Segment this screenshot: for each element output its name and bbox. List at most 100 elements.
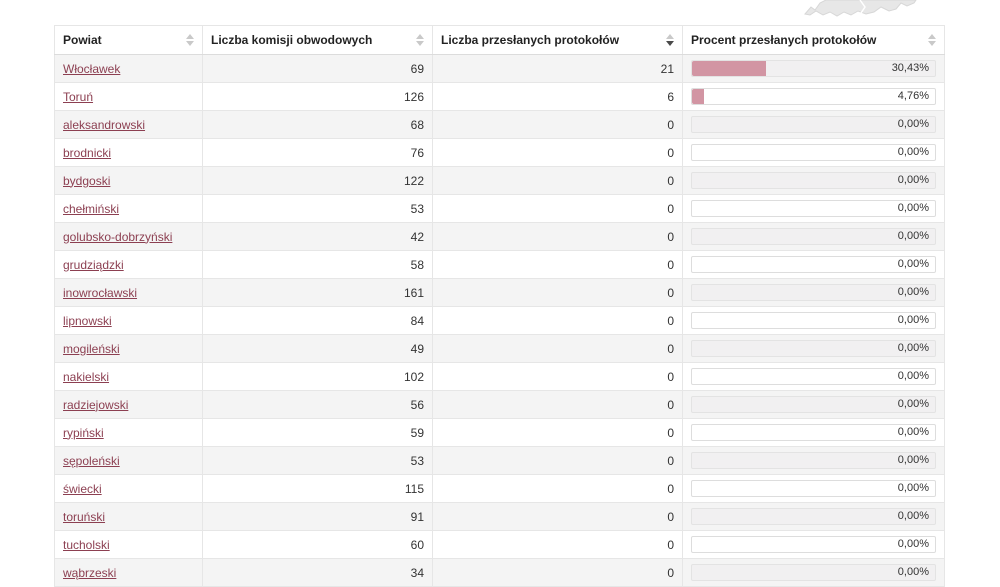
powiat-link[interactable]: sępoleński [63, 453, 120, 468]
liczba-komisji-value: 68 [202, 110, 433, 139]
percent-label: 0,00% [897, 286, 929, 298]
percent-label: 0,00% [897, 314, 929, 326]
powiat-link[interactable]: lipnowski [63, 313, 112, 328]
column-header-powiat[interactable]: Powiat [54, 25, 203, 55]
table-row: nakielski 102 0 0,00% [54, 362, 945, 391]
powiat-link[interactable]: inowrocławski [63, 285, 138, 300]
column-header-liczba-komisji[interactable]: Liczba komisji obwodowych [202, 25, 433, 55]
table-row: tucholski 60 0 0,00% [54, 530, 945, 559]
percent-label: 0,00% [897, 482, 929, 494]
powiat-link[interactable]: chełmiński [63, 201, 120, 216]
percent-progress-bar: 0,00% [691, 452, 936, 469]
percent-progress-bar: 0,00% [691, 200, 936, 217]
column-header-liczba-przeslanych[interactable]: Liczba przesłanych protokołów [432, 25, 683, 55]
liczba-komisji-value: 91 [202, 502, 433, 531]
percent-progress-bar: 0,00% [691, 368, 936, 385]
percent-progress-bar: 0,00% [691, 340, 936, 357]
column-header-procent-przeslanych[interactable]: Procent przesłanych protokołów [682, 25, 945, 55]
liczba-przeslanych-value: 0 [432, 558, 683, 587]
liczba-komisji-value: 161 [202, 278, 433, 307]
liczba-komisji-value: 84 [202, 306, 433, 335]
liczba-przeslanych-value: 0 [432, 334, 683, 363]
liczba-komisji-value: 126 [202, 82, 433, 111]
table-body: Włocławek 69 21 30,43% Toruń 126 6 4,76% aleksan… [54, 54, 945, 587]
powiat-link[interactable]: aleksandrowski [63, 117, 146, 132]
percent-label: 0,00% [897, 398, 929, 410]
percent-progress-bar: 0,00% [691, 480, 936, 497]
page: { "map": { "name": "voivodeship-map-bott… [54, 0, 945, 587]
powiat-link[interactable]: tucholski [63, 537, 110, 552]
percent-label: 0,00% [897, 510, 929, 522]
powiat-link[interactable]: nakielski [63, 369, 110, 384]
liczba-przeslanych-value: 0 [432, 306, 683, 335]
powiat-link[interactable]: toruński [63, 509, 106, 524]
liczba-przeslanych-value: 0 [432, 138, 683, 167]
sort-icon-descending-active[interactable] [666, 34, 674, 46]
percent-progress-bar: 0,00% [691, 312, 936, 329]
sort-icon[interactable] [186, 34, 194, 46]
liczba-komisji-value: 59 [202, 418, 433, 447]
percent-progress-bar: 0,00% [691, 284, 936, 301]
percent-label: 0,00% [897, 258, 929, 270]
liczba-komisji-value: 53 [202, 446, 433, 475]
percent-label: 0,00% [897, 538, 929, 550]
percent-progress-fill [692, 89, 704, 104]
percent-progress-bar: 0,00% [691, 564, 936, 581]
percent-progress-bar: 0,00% [691, 396, 936, 413]
column-label: Liczba przesłanych protokołów [441, 33, 620, 47]
percent-progress-bar: 0,00% [691, 508, 936, 525]
table-row: aleksandrowski 68 0 0,00% [54, 110, 945, 139]
results-table: Powiat Liczba komisji obwodowych Liczba … [54, 25, 945, 587]
percent-label: 0,00% [897, 118, 929, 130]
percent-progress-bar: 0,00% [691, 256, 936, 273]
powiat-link[interactable]: radziejowski [63, 397, 129, 412]
powiat-link[interactable]: brodnicki [63, 145, 112, 160]
powiat-link[interactable]: grudziądzki [63, 257, 124, 272]
map-shape [804, 0, 917, 17]
liczba-przeslanych-value: 0 [432, 418, 683, 447]
liczba-komisji-value: 42 [202, 222, 433, 251]
percent-progress-fill [692, 61, 766, 76]
percent-label: 0,00% [897, 566, 929, 578]
liczba-komisji-value: 115 [202, 474, 433, 503]
sort-icon[interactable] [928, 34, 936, 46]
liczba-przeslanych-value: 0 [432, 166, 683, 195]
powiat-link[interactable]: bydgoski [63, 173, 111, 188]
table-row: grudziądzki 58 0 0,00% [54, 250, 945, 279]
table-row: Włocławek 69 21 30,43% [54, 54, 945, 83]
table-row: inowrocławski 161 0 0,00% [54, 278, 945, 307]
percent-label: 0,00% [897, 230, 929, 242]
percent-label: 4,76% [897, 90, 929, 102]
percent-progress-bar: 0,00% [691, 424, 936, 441]
percent-label: 0,00% [897, 370, 929, 382]
table-header: Powiat Liczba komisji obwodowych Liczba … [54, 25, 945, 55]
liczba-przeslanych-value: 0 [432, 362, 683, 391]
powiat-link[interactable]: golubsko-dobrzyński [63, 229, 173, 244]
region-map-fragment[interactable] [802, 0, 920, 22]
liczba-przeslanych-value: 21 [432, 54, 683, 83]
table-row: rypiński 59 0 0,00% [54, 418, 945, 447]
liczba-komisji-value: 34 [202, 558, 433, 587]
percent-progress-bar: 0,00% [691, 228, 936, 245]
liczba-komisji-value: 122 [202, 166, 433, 195]
liczba-przeslanych-value: 0 [432, 446, 683, 475]
powiat-link[interactable]: Włocławek [63, 61, 121, 76]
percent-label: 0,00% [897, 202, 929, 214]
column-label: Procent przesłanych protokołów [691, 33, 877, 47]
percent-label: 0,00% [897, 454, 929, 466]
powiat-link[interactable]: Toruń [63, 89, 94, 104]
powiat-link[interactable]: mogileński [63, 341, 120, 356]
liczba-przeslanych-value: 0 [432, 250, 683, 279]
table-row: świecki 115 0 0,00% [54, 474, 945, 503]
powiat-link[interactable]: świecki [63, 481, 102, 496]
percent-label: 30,43% [891, 62, 929, 74]
liczba-komisji-value: 76 [202, 138, 433, 167]
table-row: mogileński 49 0 0,00% [54, 334, 945, 363]
table-row: bydgoski 122 0 0,00% [54, 166, 945, 195]
powiat-link[interactable]: rypiński [63, 425, 104, 440]
sort-icon[interactable] [416, 34, 424, 46]
map-internal-border [859, 0, 866, 14]
column-label: Powiat [63, 33, 102, 47]
powiat-link[interactable]: wąbrzeski [63, 565, 117, 580]
liczba-przeslanych-value: 6 [432, 82, 683, 111]
